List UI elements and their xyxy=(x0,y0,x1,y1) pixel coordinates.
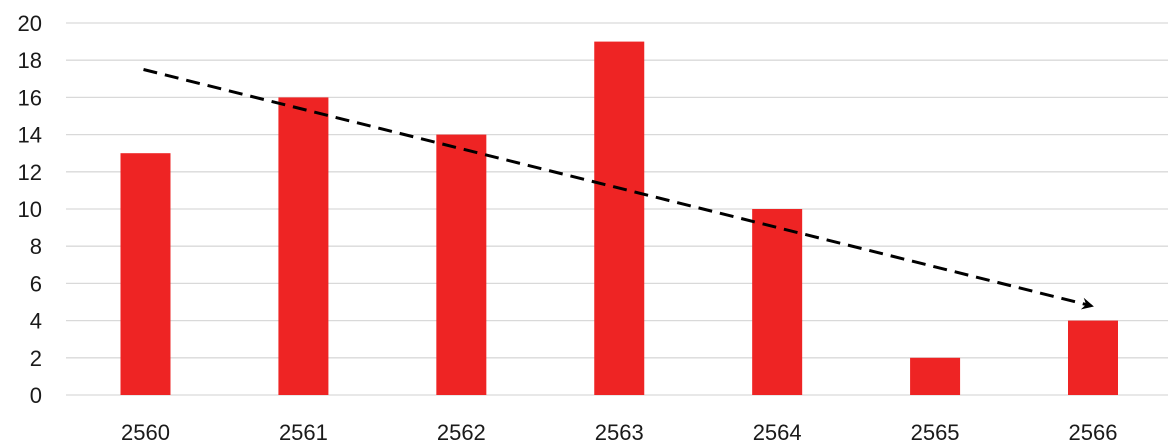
y-tick-label: 18 xyxy=(18,48,42,73)
y-tick-label: 8 xyxy=(30,234,42,259)
y-tick-label: 12 xyxy=(18,160,42,185)
y-tick-label: 2 xyxy=(30,346,42,371)
x-tick-label: 2566 xyxy=(1069,420,1118,445)
x-tick-label: 2560 xyxy=(121,420,170,445)
y-tick-label: 14 xyxy=(18,123,42,148)
x-tick-label: 2562 xyxy=(437,420,486,445)
x-tick-label: 2564 xyxy=(753,420,802,445)
bar-2563 xyxy=(594,41,645,395)
bars xyxy=(120,41,1118,396)
y-tick-label: 6 xyxy=(30,271,42,296)
bar-2564 xyxy=(752,209,803,395)
bar-2562 xyxy=(436,134,487,395)
x-tick-label: 2565 xyxy=(911,420,960,445)
bar-2566 xyxy=(1068,320,1118,395)
y-tick-label: 16 xyxy=(18,85,42,110)
y-tick-label: 0 xyxy=(30,383,42,408)
bar-2565 xyxy=(910,357,961,395)
y-tick-label: 20 xyxy=(18,11,42,36)
trend-arrow xyxy=(143,68,1094,310)
y-tick-label: 10 xyxy=(18,197,42,222)
y-tick-label: 4 xyxy=(30,309,42,334)
bar-2561 xyxy=(278,97,329,396)
y-axis-ticks: 0 2 4 6 8 10 12 14 16 18 20 xyxy=(18,11,42,408)
x-axis-ticks: 2560 2561 2562 2563 2564 2565 2566 xyxy=(121,420,1117,445)
bar-2560 xyxy=(120,153,171,395)
x-tick-label: 2563 xyxy=(595,420,644,445)
x-tick-label: 2561 xyxy=(279,420,328,445)
